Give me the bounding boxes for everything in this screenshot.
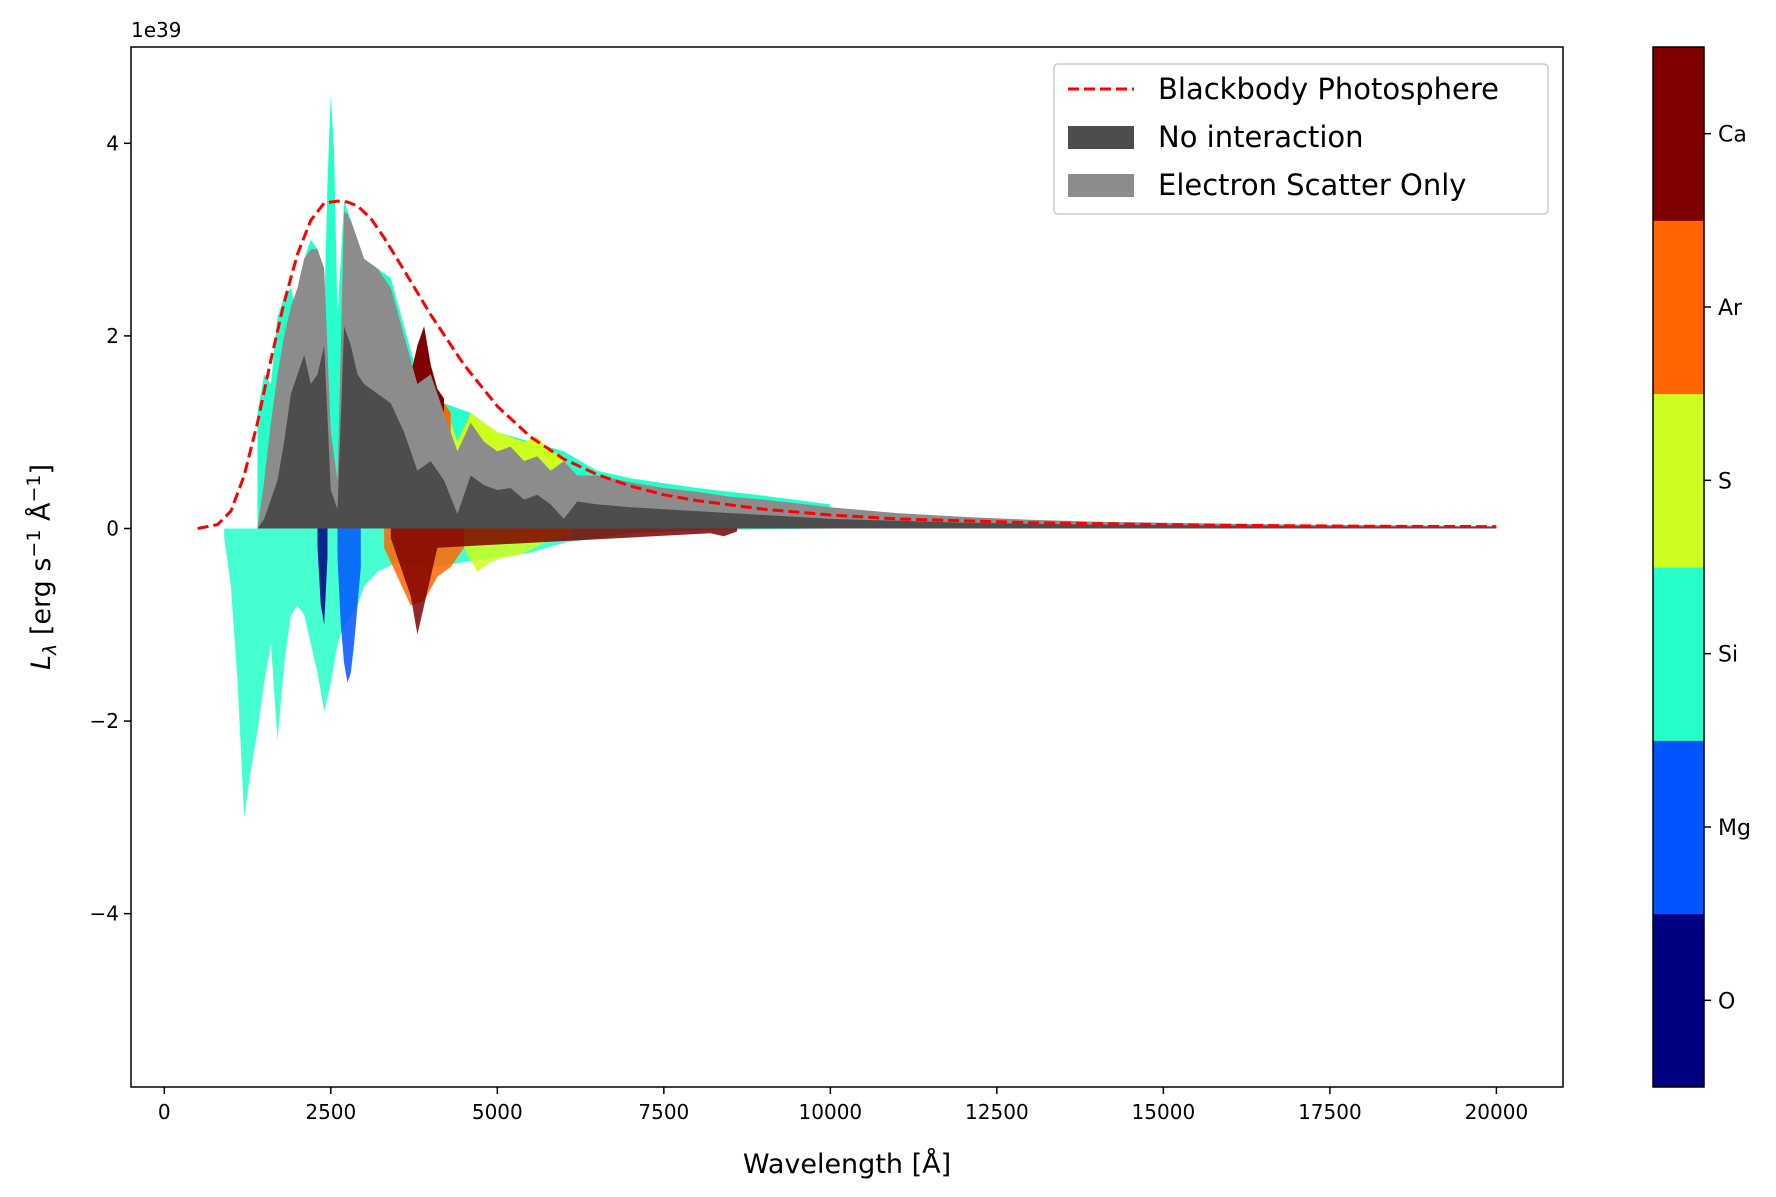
y-tick-label: −2 bbox=[90, 709, 119, 733]
x-tick-label: 7500 bbox=[638, 1100, 689, 1124]
legend: Blackbody Photosphere No interaction Elect… bbox=[1053, 63, 1549, 215]
y-axis: −4 −2 0 2 4 bbox=[90, 131, 131, 926]
legend-entry: No interaction bbox=[1068, 120, 1364, 154]
colorbar-label: S bbox=[1718, 469, 1732, 494]
colorbar-label: Si bbox=[1718, 643, 1738, 668]
legend-entry: Blackbody Photosphere bbox=[1068, 72, 1499, 106]
legend-label: No interaction bbox=[1158, 120, 1364, 154]
x-tick-label: 2500 bbox=[305, 1100, 356, 1124]
x-tick-label: 20000 bbox=[1465, 1100, 1529, 1124]
y-axis-label-sup2: −1 bbox=[23, 475, 45, 503]
plot-frame bbox=[130, 46, 1564, 1088]
colorbar-segment-mg bbox=[1653, 740, 1704, 915]
no-interaction-area bbox=[257, 326, 1497, 529]
colorbar: O Mg Si S Ar Ca bbox=[1652, 46, 1751, 1088]
y-axis-label-rest: [erg s bbox=[26, 558, 57, 644]
legend-entry: Electron Scatter Only bbox=[1068, 168, 1466, 202]
x-tick-label: 0 bbox=[158, 1100, 171, 1124]
legend-patch-swatch bbox=[1068, 174, 1134, 197]
colorbar-segment-o bbox=[1653, 913, 1704, 1088]
legend-label: Electron Scatter Only bbox=[1158, 168, 1466, 202]
absorption-area-ca bbox=[390, 528, 738, 635]
colorbar-label: Mg bbox=[1718, 816, 1751, 841]
y-axis-label: Lλ [erg s−1 Å−1] bbox=[23, 464, 61, 670]
x-tick-label: 17500 bbox=[1298, 1100, 1362, 1124]
colorbar-segment-si bbox=[1653, 567, 1704, 741]
absorption-area-si bbox=[224, 528, 831, 818]
legend-label: Blackbody Photosphere bbox=[1158, 72, 1499, 106]
y-axis-label-sup1: −1 bbox=[23, 530, 45, 558]
colorbar-segment-ar bbox=[1653, 220, 1704, 395]
blackbody-layer bbox=[197, 199, 1497, 530]
absorption-area-mg bbox=[337, 528, 361, 683]
colorbar-label: Ca bbox=[1718, 123, 1747, 148]
colorbar-segment-ca bbox=[1653, 47, 1704, 221]
colorbar-label: O bbox=[1718, 989, 1735, 1014]
y-tick-label: 0 bbox=[106, 516, 119, 540]
colorbar-label: Ar bbox=[1718, 296, 1743, 321]
x-tick-label: 15000 bbox=[1132, 1100, 1196, 1124]
x-tick-label: 10000 bbox=[799, 1100, 863, 1124]
blackbody-line bbox=[197, 199, 1497, 530]
legend-box bbox=[1053, 63, 1549, 215]
x-tick-label: 12500 bbox=[965, 1100, 1029, 1124]
element-emission-layer bbox=[257, 326, 1497, 529]
y-axis-label-main: L bbox=[26, 655, 57, 670]
y-tick-label: 4 bbox=[106, 131, 119, 155]
y-axis-label-mid: Å bbox=[25, 502, 57, 530]
y-tick-label: 2 bbox=[106, 324, 119, 348]
y-tick-label: −4 bbox=[90, 902, 119, 926]
legend-patch-swatch bbox=[1068, 126, 1134, 149]
x-tick-label: 5000 bbox=[472, 1100, 523, 1124]
y-offset-text: 1e39 bbox=[131, 18, 181, 42]
y-axis-label-sub: λ bbox=[39, 644, 61, 656]
absorption-area-o bbox=[317, 528, 328, 625]
x-axis: 0 2500 5000 7500 10000 12500 15000 17500 20000 bbox=[158, 1087, 1528, 1124]
x-axis-label: Wavelength [Å] bbox=[743, 1148, 951, 1180]
y-axis-label-end: ] bbox=[26, 464, 57, 475]
absorption-layer bbox=[224, 528, 831, 818]
plot-area bbox=[197, 95, 1497, 818]
colorbar-frame bbox=[1652, 46, 1705, 1088]
colorbar-segment-s bbox=[1653, 393, 1704, 568]
